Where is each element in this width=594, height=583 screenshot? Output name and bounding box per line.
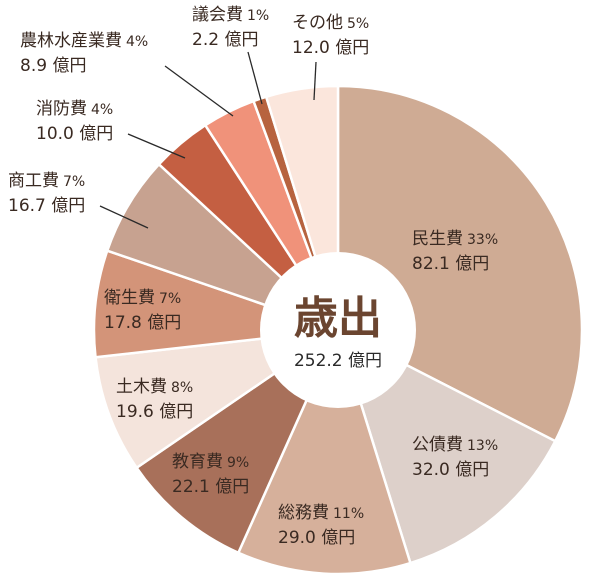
slice-value-label: 12.0 億円 [292,38,369,58]
slice-value-label: 10.0 億円 [36,124,113,144]
center-hole [260,252,416,408]
slice-value-label: 8.9 億円 [20,56,86,76]
slice-name-label: 民生費 33% [412,229,498,249]
slice-value-label: 22.1 億円 [172,477,249,497]
slice-name-label: 消防費 4% [36,99,113,119]
slice-value-label: 29.0 億円 [278,528,355,548]
slice-name-label: 衛生費 7% [104,288,181,308]
slice-name-label: 公債費 13% [412,435,498,455]
leader-line [247,51,263,105]
leader-line [313,61,317,101]
leader-line [99,205,149,229]
slice-name-label: 土木費 8% [116,377,193,397]
slice-name-label: 商工費 7% [8,171,85,191]
slice-value-label: 19.6 億円 [116,402,193,422]
slice-value-label: 16.7 億円 [8,196,85,216]
leader-line [164,65,234,117]
center-title: 歳出 [294,293,382,344]
slice-name-label: その他 5% [292,13,369,33]
slice-name-label: 農林水産業費 4% [20,31,148,51]
slice-value-label: 32.0 億円 [412,460,489,480]
pie-slice [236,326,412,576]
slice-name-label: 議会費 1% [192,5,269,25]
slice-value-label: 17.8 億円 [104,313,181,333]
slice-value-label: 2.2 億円 [192,30,258,50]
slice-name-label: 総務費 11% [278,503,364,523]
slice-name-label: 教育費 9% [172,452,249,472]
leader-line [127,133,186,159]
slice-value-label: 82.1 億円 [412,254,489,274]
center-total: 252.2 億円 [294,351,382,371]
